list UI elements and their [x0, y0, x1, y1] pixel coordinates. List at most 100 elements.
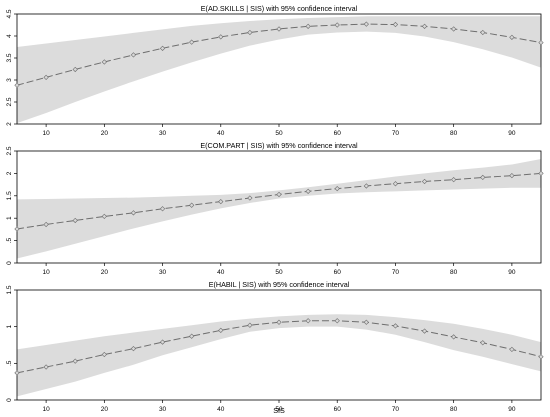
data-point: [363, 21, 369, 27]
data-point: [247, 29, 253, 36]
data-point: [43, 221, 49, 228]
panel-2: E(COM.PART | SIS) with 95% confidence in…: [6, 141, 544, 276]
confidence-band: [17, 159, 541, 259]
y-tick-label: 0: [6, 261, 13, 265]
y-tick-label: 4.5: [6, 9, 13, 18]
data-point: [538, 170, 544, 177]
data-point: [305, 23, 311, 29]
data-point: [218, 34, 224, 40]
data-point: [480, 29, 486, 36]
x-tick-label: 50: [275, 406, 283, 413]
y-tick-label: 2.5: [6, 146, 13, 155]
y-tick-label: 1: [6, 324, 13, 328]
y-tick-label: 1.5: [6, 191, 13, 200]
data-point: [130, 346, 137, 352]
data-point: [421, 178, 428, 185]
data-point: [334, 318, 340, 324]
data-point: [305, 318, 311, 324]
panel-3: E(HABIL | SIS) with 95% confidence inter…: [6, 280, 544, 415]
panel-title: E(AD.SKILLS | SIS) with 95% confidence i…: [201, 4, 358, 13]
x-tick-label: 10: [42, 406, 50, 413]
data-point: [101, 213, 107, 220]
data-point: [480, 340, 486, 346]
data-point: [43, 364, 49, 370]
x-tick-label: 80: [450, 269, 458, 276]
y-tick-label: 2: [6, 171, 13, 175]
x-tick-label: 80: [450, 406, 458, 413]
data-point: [392, 181, 399, 187]
data-point: [363, 319, 369, 325]
x-axis-label: SIS: [273, 406, 285, 415]
data-point: [14, 370, 20, 376]
panel-title: E(COM.PART | SIS) with 95% confidence in…: [200, 141, 358, 150]
y-tick-label: 0: [6, 398, 13, 402]
x-tick-label: 70: [392, 130, 400, 137]
y-tick-label: 1: [6, 216, 13, 220]
y-tick-label: 3: [6, 78, 13, 82]
x-tick-label: 80: [450, 130, 458, 137]
data-point: [130, 52, 137, 58]
x-tick-label: 20: [101, 269, 109, 276]
data-point: [421, 23, 428, 29]
x-tick-label: 30: [159, 130, 167, 137]
data-point: [509, 346, 515, 353]
data-point: [276, 319, 282, 325]
x-tick-label: 30: [159, 406, 167, 413]
x-tick-label: 60: [334, 130, 342, 137]
data-point: [334, 22, 340, 28]
data-point: [14, 82, 20, 88]
data-point: [276, 191, 282, 198]
data-point: [538, 39, 544, 46]
data-point: [189, 39, 195, 45]
data-point: [218, 327, 224, 333]
data-point: [159, 45, 166, 51]
data-point: [101, 59, 107, 65]
x-tick-label: 10: [42, 130, 50, 137]
x-tick-label: 70: [392, 269, 400, 276]
y-tick-label: 1.5: [6, 285, 13, 294]
data-point: [451, 334, 457, 340]
x-tick-label: 60: [334, 406, 342, 413]
x-tick-label: 40: [217, 130, 225, 137]
data-point: [509, 173, 515, 179]
data-point: [101, 351, 107, 358]
x-tick-label: 60: [334, 269, 342, 276]
data-point: [189, 202, 195, 208]
data-point: [363, 183, 369, 189]
data-point: [305, 188, 311, 194]
data-point: [247, 195, 253, 201]
data-point: [451, 177, 457, 183]
data-point: [247, 322, 253, 328]
y-tick-label: .5: [6, 360, 13, 366]
x-tick-label: 20: [101, 130, 109, 137]
x-tick-label: 40: [217, 269, 225, 276]
confidence-band: [17, 314, 541, 397]
data-point: [421, 328, 428, 334]
data-point: [72, 66, 78, 73]
x-tick-label: 90: [508, 269, 516, 276]
y-tick-label: 2.5: [6, 97, 13, 106]
x-tick-label: 40: [217, 406, 225, 413]
data-point: [509, 34, 515, 40]
data-point: [218, 198, 224, 205]
data-point: [334, 186, 340, 192]
data-point: [159, 206, 166, 212]
x-tick-label: 70: [392, 406, 400, 413]
data-point: [43, 74, 49, 80]
panel-1: E(AD.SKILLS | SIS) with 95% confidence i…: [6, 4, 544, 137]
x-tick-label: 50: [275, 269, 283, 276]
data-point: [130, 210, 137, 216]
y-tick-label: 4: [6, 34, 13, 38]
data-point: [72, 217, 78, 224]
x-tick-label: 90: [508, 406, 516, 413]
data-point: [159, 339, 166, 345]
x-tick-label: 50: [275, 130, 283, 137]
confidence-band: [17, 16, 541, 124]
data-point: [72, 358, 78, 364]
data-point: [189, 333, 195, 339]
panel-title: E(HABIL | SIS) with 95% confidence inter…: [209, 280, 350, 289]
y-tick-label: 3.5: [6, 53, 13, 62]
x-tick-label: 20: [101, 406, 109, 413]
data-point: [480, 174, 486, 181]
